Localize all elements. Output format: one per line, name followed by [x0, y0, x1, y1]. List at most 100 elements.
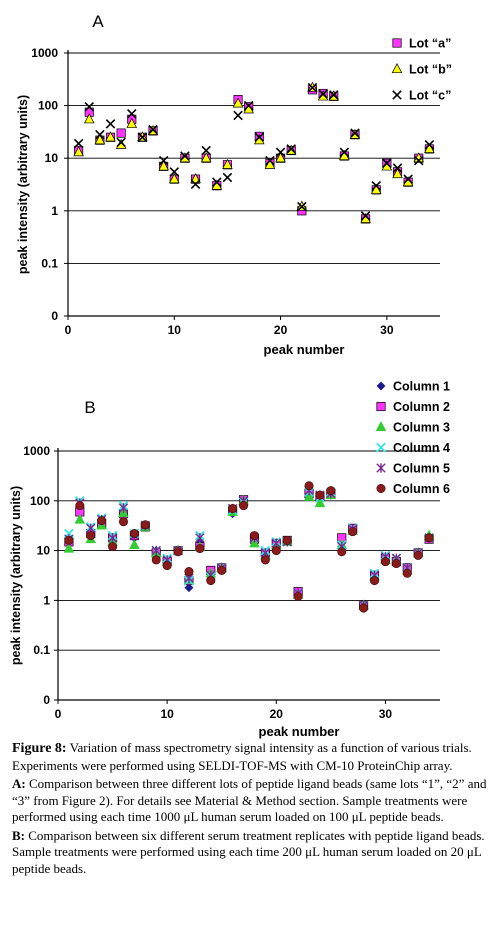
data-point: [307, 82, 318, 93]
data-point: [413, 550, 423, 560]
data-point: [370, 576, 380, 586]
series-1: [74, 85, 434, 224]
x-tick-label: 30: [380, 323, 394, 337]
series-2: [64, 488, 434, 610]
chart-panel-b: B 1000 100 10 1 0.1 00 10 20 30 peak number peak in…: [9, 380, 450, 740]
data-point: [265, 155, 275, 166]
caption-a: A: Comparison between three different lo…: [12, 776, 492, 826]
y-tick-label: 1: [51, 204, 58, 218]
data-point: [129, 538, 140, 549]
data-point: [108, 542, 118, 552]
y-tick-label: 10: [37, 544, 51, 558]
data-point: [63, 542, 75, 553]
data-point: [74, 513, 86, 524]
x-tick-label: 20: [270, 707, 284, 721]
series-2: [73, 81, 435, 223]
data-point: [403, 174, 413, 184]
data-point: [162, 561, 172, 571]
data-point: [243, 100, 254, 111]
data-point: [303, 490, 315, 501]
data-point: [137, 132, 148, 143]
data-point: [86, 531, 96, 541]
legend-label: Lot “a”: [409, 37, 451, 51]
data-point: [293, 591, 303, 601]
legend-label: Column 4: [393, 441, 450, 455]
data-point: [184, 583, 194, 593]
data-point: [348, 527, 358, 537]
y-tick-label: 0.1: [33, 643, 50, 657]
legend-marker: [391, 63, 403, 74]
data-point: [392, 168, 403, 179]
data-point: [233, 110, 243, 121]
data-point: [282, 535, 292, 545]
series-3: [63, 489, 435, 610]
y-tick-label: 100: [38, 99, 58, 113]
x-tick-label: 0: [55, 707, 62, 721]
x-tick-label: 10: [168, 323, 182, 337]
chart-panel-a: A 1000 100 10 1 0.1 00 10 20 30 peak number peak in…: [16, 12, 452, 357]
series-6: [64, 481, 434, 613]
data-point: [190, 173, 201, 184]
y-axis-label: peak intensity (arbitrary units): [16, 95, 30, 274]
data-point: [169, 173, 180, 184]
data-point: [413, 155, 424, 166]
data-point: [315, 490, 325, 500]
data-point: [169, 167, 180, 177]
data-point: [337, 547, 347, 557]
data-point: [382, 158, 392, 169]
data-point: [140, 520, 150, 530]
data-point: [148, 124, 158, 135]
data-point: [350, 128, 360, 138]
legend: Column 1 Column 2 Column 3 Column 4 Column 5…: [375, 380, 450, 496]
data-point: [190, 179, 201, 189]
legend-marker: [376, 463, 386, 473]
data-point: [200, 152, 212, 163]
data-point: [359, 603, 369, 613]
figure-caption: Figure 8: Variation of mass spectrometry…: [12, 740, 492, 879]
data-point: [380, 557, 390, 567]
data-point: [339, 147, 350, 157]
legend-label: Column 3: [393, 421, 450, 435]
data-point: [254, 132, 265, 143]
caption-a-label: A:: [12, 776, 26, 791]
data-point: [206, 576, 216, 586]
data-point: [392, 163, 403, 173]
panel-label: A: [92, 12, 104, 31]
data-point: [328, 90, 339, 100]
y-tick-label: 10: [45, 151, 59, 165]
data-point: [318, 89, 328, 99]
legend-label: Lot “c”: [409, 89, 451, 103]
data-point: [94, 134, 106, 145]
data-point: [402, 568, 412, 578]
caption-main: Figure 8: Variation of mass spectrometry…: [12, 740, 492, 774]
x-tick-label: 20: [274, 323, 288, 337]
data-point: [297, 201, 307, 212]
data-point: [180, 151, 190, 161]
data-point: [105, 131, 116, 142]
legend-label: Column 5: [393, 462, 450, 476]
data-point: [115, 138, 127, 149]
data-point: [260, 555, 270, 565]
y-tick-label: 1000: [23, 444, 50, 458]
legend-label: Column 2: [393, 400, 450, 414]
series-5: [64, 485, 434, 610]
data-point: [158, 160, 169, 171]
data-point: [116, 128, 126, 138]
y-tick-label: 0: [43, 693, 50, 707]
legend-label: Column 1: [393, 380, 450, 394]
caption-a-text: Comparison between three different lots …: [12, 776, 487, 824]
y-tick-label: 100: [30, 494, 50, 508]
legend-marker: [376, 401, 386, 412]
y-tick-label: 0.1: [41, 256, 58, 270]
caption-b-label: B:: [12, 827, 25, 843]
data-point: [391, 559, 401, 569]
data-point: [173, 547, 183, 557]
legend-label: Column 6: [393, 482, 450, 496]
data-point: [95, 129, 105, 140]
data-point: [239, 501, 249, 511]
data-point: [73, 146, 84, 157]
data-point: [129, 529, 139, 539]
data-point: [232, 97, 244, 108]
data-point: [73, 138, 84, 149]
